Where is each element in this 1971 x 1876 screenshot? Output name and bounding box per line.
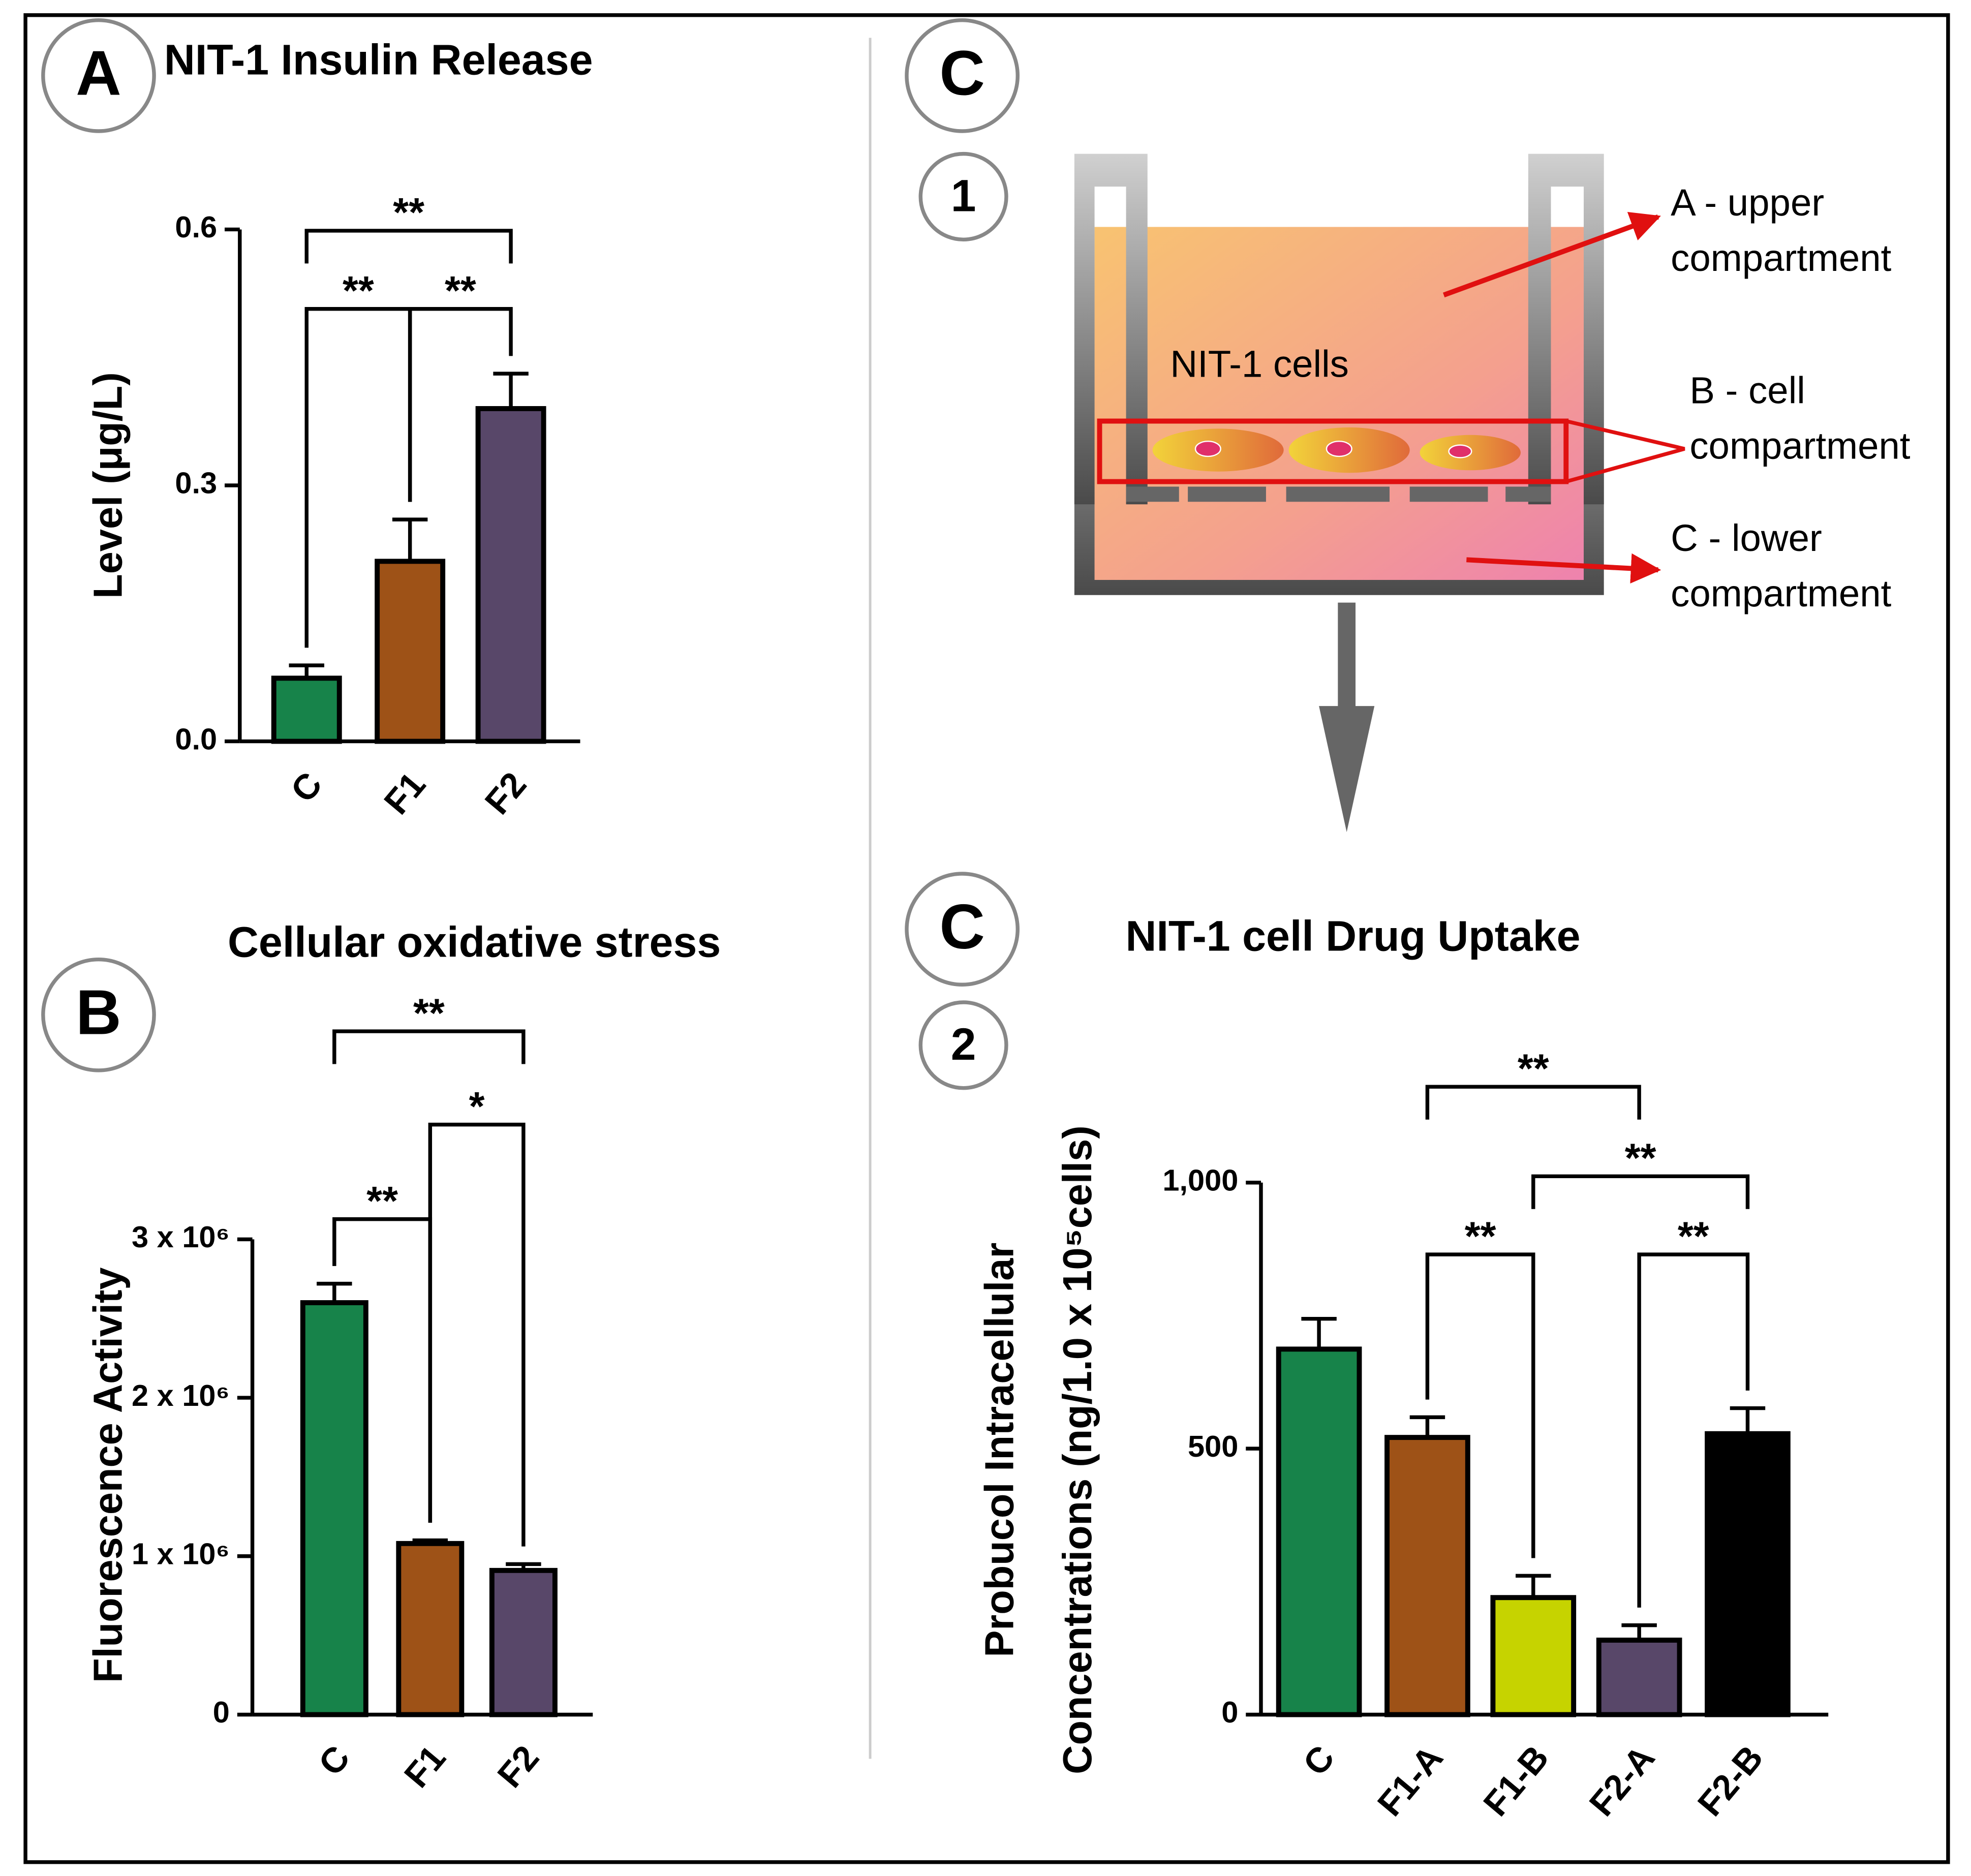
compartment-label: C - lower <box>1671 517 1822 559</box>
bar <box>1276 1346 1362 1717</box>
bar <box>1596 1637 1682 1717</box>
x-tick-label: C <box>283 764 330 810</box>
y-axis-label: Fluorescence Activity <box>85 1267 131 1682</box>
compartment-label: A - upper <box>1671 181 1824 224</box>
x-tick-label: F2 <box>477 764 534 821</box>
compartment-label: compartment <box>1671 237 1892 279</box>
y-tick-label: 0 <box>1221 1695 1238 1729</box>
pointer <box>1442 212 1661 298</box>
medium <box>1094 227 1584 582</box>
membrane <box>1188 486 1266 502</box>
x-tick-label: F2 <box>489 1738 546 1795</box>
y-tick-label: 500 <box>1188 1429 1238 1463</box>
bar <box>1705 1431 1791 1717</box>
significance-label: ** <box>1518 1045 1549 1091</box>
pointer <box>1466 553 1661 584</box>
x-tick-label: F2-A <box>1582 1738 1662 1823</box>
significance-label: ** <box>366 1178 398 1223</box>
significance-label: * <box>469 1084 485 1129</box>
border <box>23 13 1950 1864</box>
significance-bracket <box>1425 1085 1641 1120</box>
significance-bracket <box>1531 1174 1750 1209</box>
significance-bracket <box>1637 1252 1750 1608</box>
significance-bracket <box>428 1122 526 1547</box>
significance-bracket <box>408 307 513 502</box>
x-tick-label: C <box>1295 1738 1342 1783</box>
significance-label: ** <box>1678 1213 1709 1258</box>
significance-label: ** <box>413 990 445 1035</box>
y-tick-label: 0.6 <box>175 210 217 244</box>
membrane <box>1409 486 1488 502</box>
panel-circle <box>905 872 1020 987</box>
step-circle <box>918 1000 1008 1090</box>
panel-circle <box>905 18 1020 133</box>
step-circle <box>918 151 1008 242</box>
significance-bracket <box>1425 1252 1535 1558</box>
bar <box>375 559 446 744</box>
panel-label: B <box>76 978 121 1048</box>
x-tick-label: C <box>311 1738 357 1783</box>
x-tick-label: F1 <box>396 1738 453 1795</box>
y-tick-label: 3 x 10⁶ <box>132 1220 230 1254</box>
y-tick-label: 0 <box>213 1695 230 1729</box>
y-tick-label: 1 x 10⁶ <box>132 1536 230 1571</box>
step-label: 1 <box>951 170 976 221</box>
membrane <box>1505 486 1551 502</box>
y-tick-label: 0.0 <box>175 722 217 756</box>
x-tick-label: F1-A <box>1370 1738 1451 1823</box>
y-tick-label: 1,000 <box>1162 1163 1238 1197</box>
y-tick-label: 2 x 10⁶ <box>132 1378 230 1412</box>
insert-left <box>1074 153 1148 505</box>
significance-label: ** <box>393 190 424 235</box>
y-axis-label: Concentrations (ng/1.0 x 10⁵cells) <box>1055 1125 1100 1774</box>
significance-label: ** <box>343 268 374 313</box>
y-axis-label: Probucol Intracellular <box>976 1243 1022 1657</box>
chart-title: Cellular oxidative stress <box>228 918 721 966</box>
pointer <box>1565 419 1685 484</box>
nucleus <box>1194 440 1221 457</box>
bar <box>1384 1435 1470 1717</box>
compartment-label: B - cell <box>1689 370 1805 412</box>
flow-arrow <box>1319 602 1375 833</box>
significance-bracket <box>332 1217 433 1523</box>
significance-label: ** <box>1625 1135 1656 1181</box>
compartment-label: compartment <box>1689 425 1911 467</box>
nucleus <box>1326 440 1352 457</box>
transwell-diagram: C 1 NIT-1 cells A - upper compartment B … <box>905 18 1911 833</box>
compartment-label: compartment <box>1671 572 1892 614</box>
bar <box>300 1300 368 1717</box>
x-tick-label: F1-B <box>1475 1738 1556 1823</box>
significance-label: ** <box>1465 1213 1496 1258</box>
y-tick-label: 0.3 <box>175 466 217 500</box>
significance-bracket <box>332 1029 526 1064</box>
panel-label: C <box>939 39 985 109</box>
panel-label: A <box>76 39 121 109</box>
bar <box>1490 1595 1577 1717</box>
chart-title: NIT-1 cell Drug Uptake <box>1126 912 1581 960</box>
bar <box>489 1567 558 1717</box>
bar <box>271 675 342 744</box>
bar <box>475 406 546 744</box>
membrane <box>1126 486 1179 502</box>
panel-label: C <box>939 892 985 962</box>
significance-label: ** <box>445 268 476 313</box>
panel-circle <box>41 957 156 1072</box>
bar <box>396 1541 465 1717</box>
step-label: 2 <box>951 1019 976 1069</box>
cell-box <box>1097 418 1569 484</box>
membrane <box>1286 486 1390 502</box>
cells-label: NIT-1 cells <box>1170 343 1348 385</box>
y-axis-label: Level (μg/L) <box>85 372 131 598</box>
significance-bracket <box>304 229 513 264</box>
x-tick-label: F1 <box>376 764 433 821</box>
chart-title: NIT-1 Insulin Release <box>164 36 593 83</box>
nucleus <box>1448 444 1472 458</box>
x-tick-label: F2-B <box>1690 1738 1771 1823</box>
panel-circle <box>41 18 156 133</box>
